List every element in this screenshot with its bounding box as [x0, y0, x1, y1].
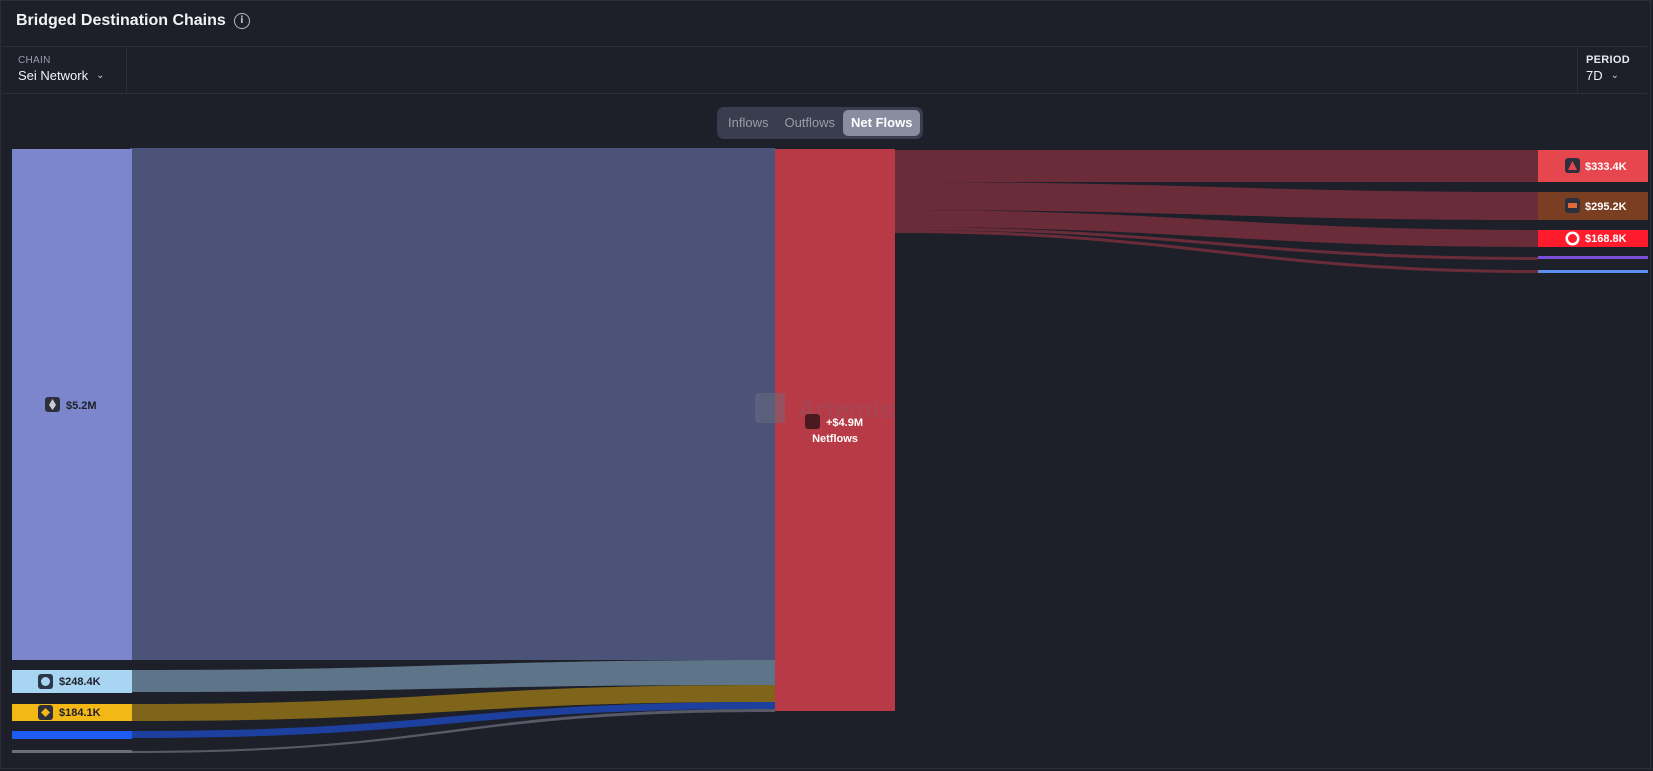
sankey-node-source[interactable] — [12, 149, 132, 660]
artemis-watermark: Artemis — [755, 393, 894, 424]
sankey-node-target[interactable] — [1538, 150, 1648, 182]
sankey-node-target[interactable] — [1538, 270, 1648, 273]
panel-header: Bridged Destination Chains i — [16, 8, 250, 34]
artemis-logo-icon — [755, 393, 785, 423]
flow-type-toggle: Inflows Outflows Net Flows — [717, 107, 924, 139]
sankey-node-source[interactable] — [12, 731, 132, 739]
sankey-node-source[interactable] — [12, 750, 132, 753]
source-label: $248.4K — [59, 676, 101, 688]
chain-dropdown[interactable]: CHAIN Sei Network ⌄ — [2, 47, 127, 93]
sei-icon — [805, 414, 820, 429]
center-name-label: Netflows — [812, 433, 858, 445]
sankey-link — [130, 702, 775, 738]
source-label: $184.1K — [59, 707, 101, 719]
sankey-link — [130, 709, 775, 753]
period-dropdown[interactable]: PERIOD 7D ⌄ — [1577, 47, 1647, 93]
filter-bar: CHAIN Sei Network ⌄ PERIOD 7D ⌄ — [2, 46, 1647, 94]
target-label: $295.2K — [1585, 201, 1627, 213]
sankey-link — [895, 210, 1538, 247]
period-label: PERIOD — [1586, 54, 1630, 66]
sankey-node-center[interactable] — [775, 149, 895, 711]
chevron-down-icon: ⌄ — [1610, 70, 1620, 81]
tab-net-flows[interactable]: Net Flows — [843, 110, 921, 136]
period-value: 7D — [1586, 68, 1603, 83]
sankey-link — [895, 230, 1538, 273]
target-label: $168.8K — [1585, 233, 1627, 245]
tab-inflows[interactable]: Inflows — [728, 115, 769, 130]
chain-value: Sei Network — [18, 68, 89, 83]
center-value-label: +$4.9M — [826, 417, 863, 429]
ethereum-icon-glyph — [49, 399, 56, 410]
optimism-icon-glyph — [1568, 234, 1577, 243]
chain-icon-glyph — [1568, 203, 1577, 208]
sankey-link — [895, 182, 1538, 220]
chevron-down-icon: ⌄ — [96, 70, 105, 81]
avalanche-icon-glyph — [1568, 161, 1577, 170]
panel-title: Bridged Destination Chains — [16, 12, 226, 29]
arbitrum-icon-glyph — [41, 677, 50, 686]
chain-label: CHAIN — [18, 55, 51, 66]
bnb-icon-glyph — [41, 708, 50, 717]
sankey-link — [130, 660, 775, 692]
sankey-link — [130, 685, 775, 721]
sankey-node-target[interactable] — [1538, 192, 1648, 220]
sankey-link — [130, 148, 775, 660]
sankey-link — [895, 150, 1538, 182]
target-label: $333.4K — [1585, 161, 1627, 173]
sankey-link — [895, 227, 1538, 260]
sankey-node-target[interactable] — [1538, 230, 1648, 247]
info-icon[interactable]: i — [233, 13, 250, 29]
sankey-node-target[interactable] — [1538, 256, 1648, 259]
source-label: $5.2M — [66, 400, 97, 412]
tab-outflows[interactable]: Outflows — [784, 115, 836, 130]
